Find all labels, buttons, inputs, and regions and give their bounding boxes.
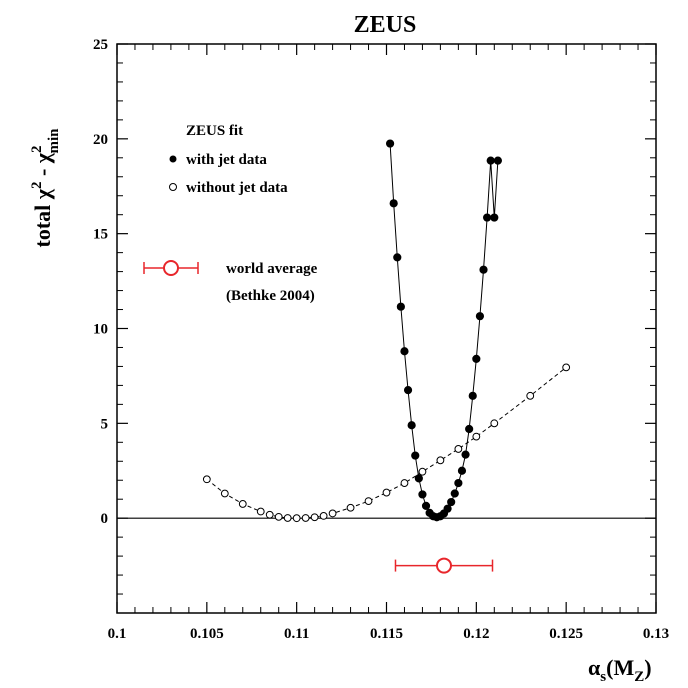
- point-with-jet: [465, 424, 474, 434]
- point-with-jet: [385, 139, 395, 148]
- point-with-jet: [393, 253, 402, 262]
- point-without-jet: [265, 510, 274, 519]
- point-with-jet: [418, 490, 427, 499]
- legend-label-world-avg-1: world average: [226, 261, 318, 277]
- x-tick-label: 0.13: [643, 626, 669, 642]
- x-axis-label: αs(MZ): [588, 655, 652, 685]
- point-without-jet: [292, 514, 301, 523]
- legend-label-world-avg-2: (Bethke 2004): [226, 288, 315, 304]
- point-without-jet: [472, 432, 481, 441]
- x-tick-label: 0.12: [463, 626, 489, 642]
- x-tick-label: 0.105: [190, 626, 224, 642]
- point-without-jet: [319, 511, 328, 520]
- x-tick-label: 0.11: [284, 626, 309, 642]
- series-lines: [206, 143, 567, 519]
- y-tick-label: 15: [93, 227, 108, 243]
- y-tick-label: 0: [101, 511, 109, 527]
- x-tick-label: 0.115: [370, 626, 403, 642]
- y-tick-labels: 0 5 10 15 20 25: [93, 37, 108, 527]
- point-with-jet: [461, 450, 470, 459]
- point-with-jet: [443, 504, 452, 513]
- x-tick-labels: 0.1 0.105 0.11 0.115 0.12 0.125 0.13: [108, 626, 670, 642]
- point-without-jet: [454, 445, 463, 453]
- point-without-jet: [382, 488, 391, 497]
- y-axis-label: total χ2 - χ2min: [29, 128, 62, 248]
- x-tick-label: 0.125: [549, 626, 583, 642]
- chart-title: ZEUS: [354, 12, 417, 38]
- point-with-jet: [400, 347, 409, 356]
- point-without-jet: [346, 503, 355, 512]
- legend: ZEUS fit with jet data without jet data …: [143, 123, 318, 304]
- point-with-jet: [468, 391, 477, 400]
- legend-label-with-jet: with jet data: [186, 152, 267, 168]
- point-without-jet: [436, 456, 445, 465]
- y-tick-label: 20: [93, 132, 108, 148]
- world-average-marker: [394, 557, 494, 574]
- point-without-jet: [220, 489, 229, 498]
- point-with-jet: [421, 501, 431, 510]
- series-points: [202, 139, 571, 523]
- axis-ticks: [116, 43, 657, 613]
- point-with-jet: [396, 302, 405, 311]
- point-with-jet: [414, 474, 423, 483]
- y-tick-label: 25: [93, 37, 108, 53]
- point-with-jet: [403, 386, 413, 395]
- point-with-jet: [486, 156, 495, 165]
- world-average-point: [435, 557, 452, 574]
- point-with-jet: [479, 265, 488, 274]
- point-with-jet: [411, 451, 420, 460]
- point-without-jet: [328, 509, 337, 518]
- legend-marker-with-jet: [169, 155, 177, 163]
- point-with-jet: [493, 156, 502, 165]
- point-without-jet: [490, 419, 499, 428]
- point-without-jet: [274, 512, 283, 521]
- point-with-jet: [472, 354, 481, 363]
- point-with-jet: [475, 312, 485, 321]
- point-with-jet: [450, 489, 459, 498]
- y-tick-label: 5: [101, 416, 109, 432]
- legend-title: ZEUS fit: [186, 123, 243, 139]
- x-tick-label: 0.1: [108, 626, 127, 642]
- point-without-jet: [526, 391, 535, 400]
- point-without-jet: [364, 497, 373, 506]
- legend-marker-without-jet: [169, 183, 177, 191]
- point-with-jet: [454, 478, 463, 488]
- point-without-jet: [283, 514, 292, 522]
- point-without-jet: [400, 479, 409, 487]
- point-with-jet: [389, 199, 398, 208]
- point-with-jet: [447, 497, 456, 507]
- legend-world-avg-marker: [163, 260, 179, 276]
- point-without-jet: [301, 514, 310, 522]
- point-without-jet: [562, 363, 571, 372]
- point-with-jet: [457, 466, 467, 475]
- point-without-jet: [202, 475, 211, 484]
- y-tick-label: 10: [93, 322, 108, 338]
- point-with-jet: [483, 213, 492, 222]
- point-with-jet: [407, 421, 416, 430]
- point-without-jet: [418, 467, 427, 476]
- point-with-jet: [490, 213, 499, 222]
- legend-label-without-jet: without jet data: [186, 180, 288, 196]
- point-without-jet: [310, 513, 319, 522]
- point-without-jet: [256, 507, 265, 516]
- point-without-jet: [238, 500, 247, 508]
